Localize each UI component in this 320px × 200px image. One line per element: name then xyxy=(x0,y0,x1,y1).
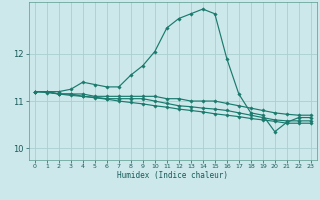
X-axis label: Humidex (Indice chaleur): Humidex (Indice chaleur) xyxy=(117,171,228,180)
